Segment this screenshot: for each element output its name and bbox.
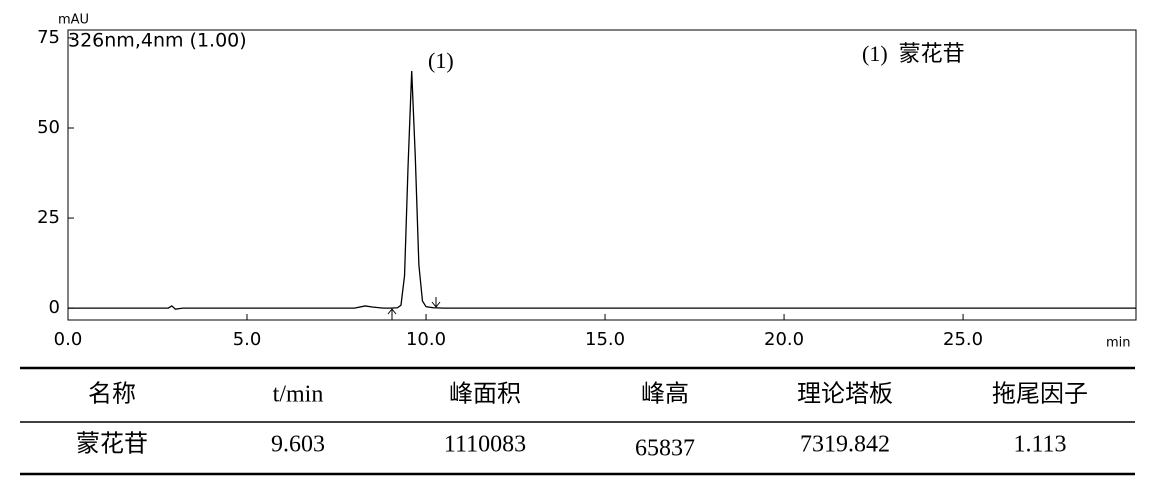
table-header-cell: 拖尾因子 (992, 381, 1088, 408)
x-tick-label: 15.0 (585, 329, 625, 350)
peak-start-arrow (387, 308, 397, 320)
table-cell: 9.603 (271, 432, 325, 458)
x-axis-label: min (1106, 336, 1131, 351)
plot-frame (67, 29, 1137, 321)
peak-annotation: (1) (428, 48, 454, 73)
integration-markers (387, 297, 441, 320)
x-tick-label: 20.0 (764, 329, 804, 350)
y-tick-label: 75 (37, 27, 60, 48)
y-tick-label: 25 (37, 207, 60, 228)
channel-label: 326nm,4nm (1.00) (68, 30, 247, 52)
legend-text: (1) 蒙花苷 (862, 41, 965, 66)
table-cell: 65837 (635, 436, 695, 462)
table-cell: 1110083 (444, 432, 526, 458)
x-tick-label: 10.0 (406, 329, 446, 350)
table-header-cell: 峰高 (641, 381, 689, 408)
table-header-cell: t/min (273, 382, 324, 408)
x-tick-label: 5.0 (233, 329, 262, 350)
x-tick-label: 25.0 (943, 329, 983, 350)
y-tick-label: 0 (49, 297, 60, 318)
y-axis-label: mAU (58, 13, 89, 28)
peak-end-arrow (431, 297, 441, 308)
table-cell: 蒙花苷 (76, 431, 148, 458)
table-header-cell: 理论塔板 (797, 381, 893, 408)
table-header-cell: 名称 (88, 381, 136, 408)
table-cell: 7319.842 (800, 432, 890, 458)
x-tick-label: 0.0 (54, 329, 83, 350)
table-cell: 1.113 (1013, 432, 1066, 458)
y-tick-label: 50 (37, 117, 60, 138)
table-header-cell: 峰面积 (449, 381, 521, 408)
chromatogram-line (68, 71, 1136, 310)
